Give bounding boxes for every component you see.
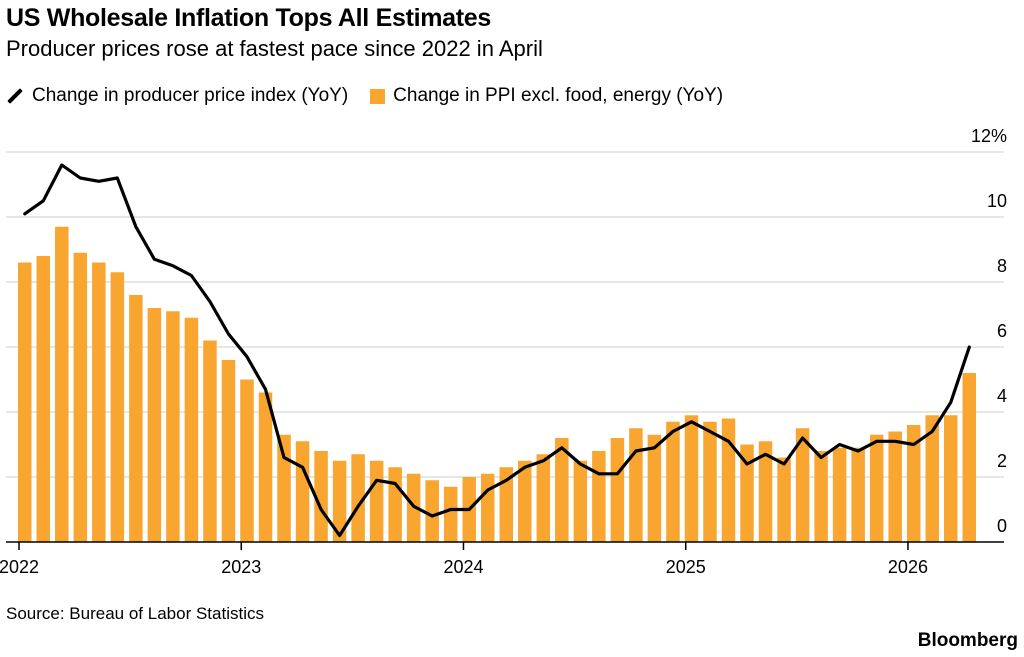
bar xyxy=(758,441,773,542)
y-tick-label: 10 xyxy=(987,191,1007,211)
bar xyxy=(443,486,458,542)
bar xyxy=(388,467,402,542)
bar xyxy=(962,373,977,542)
chart-title: US Wholesale Inflation Tops All Estimate… xyxy=(6,4,492,32)
bar xyxy=(518,460,532,542)
bar xyxy=(129,295,143,542)
bar xyxy=(240,379,254,542)
y-tick-label: 0 xyxy=(997,516,1007,536)
bar xyxy=(55,226,69,542)
bar xyxy=(166,311,180,542)
bar xyxy=(295,441,310,542)
source-note: Source: Bureau of Labor Statistics xyxy=(6,604,264,623)
bar xyxy=(536,454,551,542)
bar xyxy=(777,457,791,542)
brand-logo: Bloomberg xyxy=(917,630,1018,651)
bar xyxy=(425,480,439,542)
bar xyxy=(277,434,291,542)
x-tick-label: 2022 xyxy=(0,557,39,577)
bar xyxy=(555,438,569,542)
legend-label-bar: Change in PPI excl. food, energy (YoY) xyxy=(393,85,724,106)
bar xyxy=(221,360,236,542)
bar xyxy=(925,415,939,542)
bar xyxy=(369,460,384,542)
x-tick-label: 2025 xyxy=(666,557,706,577)
bar xyxy=(499,467,514,542)
bar xyxy=(481,473,495,542)
y-axis-ticks: 0 2 4 6 8 10 12% xyxy=(971,126,1007,536)
bar xyxy=(203,340,217,542)
bar xyxy=(684,415,699,542)
y-tick-label: 2 xyxy=(997,451,1007,471)
legend-item-line: Change in producer price index (YoY) xyxy=(6,85,348,107)
bar xyxy=(666,421,680,542)
bar xyxy=(573,460,588,542)
bar xyxy=(721,418,736,542)
bar xyxy=(888,431,902,542)
bar xyxy=(629,428,643,542)
bar xyxy=(332,460,347,542)
legend-label-line: Change in producer price index (YoY) xyxy=(32,85,349,106)
bar xyxy=(351,454,365,542)
y-tick-label: 8 xyxy=(997,256,1007,276)
bar xyxy=(740,444,754,542)
bar xyxy=(610,438,625,542)
x-tick-label: 2026 xyxy=(888,557,928,577)
y-tick-label: 12% xyxy=(971,126,1007,146)
x-tick-label: 2023 xyxy=(221,557,261,577)
bar xyxy=(592,451,606,542)
bar xyxy=(814,451,828,542)
bar xyxy=(832,447,847,542)
bar xyxy=(184,317,199,542)
bar xyxy=(36,256,51,542)
line-series xyxy=(23,163,971,538)
legend: Change in producer price index (YoY) Cha… xyxy=(6,83,745,109)
bar xyxy=(110,272,125,542)
series-line xyxy=(23,163,971,538)
y-tick-label: 6 xyxy=(997,321,1007,341)
y-tick-label: 4 xyxy=(997,386,1007,406)
bar xyxy=(18,262,32,542)
bar xyxy=(703,421,717,542)
bar xyxy=(906,425,921,542)
legend-bar-swatch xyxy=(370,88,386,104)
bar xyxy=(73,252,88,542)
x-tick-label: 2024 xyxy=(443,557,483,577)
x-axis-ticks: 2022 2023 2024 2025 2026 xyxy=(0,542,928,577)
bar xyxy=(147,308,162,542)
bar xyxy=(869,434,884,542)
bar xyxy=(258,392,273,542)
bar xyxy=(795,428,810,542)
bar xyxy=(92,262,106,542)
bar xyxy=(851,447,865,542)
chart-plot: 0 2 4 6 8 10 12% 2022 2023 2024 2025 2026 xyxy=(0,126,1007,577)
chart-subtitle: Producer prices rose at fastest pace sin… xyxy=(6,36,543,61)
bar-series xyxy=(18,226,977,542)
bar xyxy=(944,415,958,542)
bar xyxy=(314,451,328,542)
legend-item-bar: Change in PPI excl. food, energy (YoY) xyxy=(370,85,723,107)
bar xyxy=(647,434,662,542)
